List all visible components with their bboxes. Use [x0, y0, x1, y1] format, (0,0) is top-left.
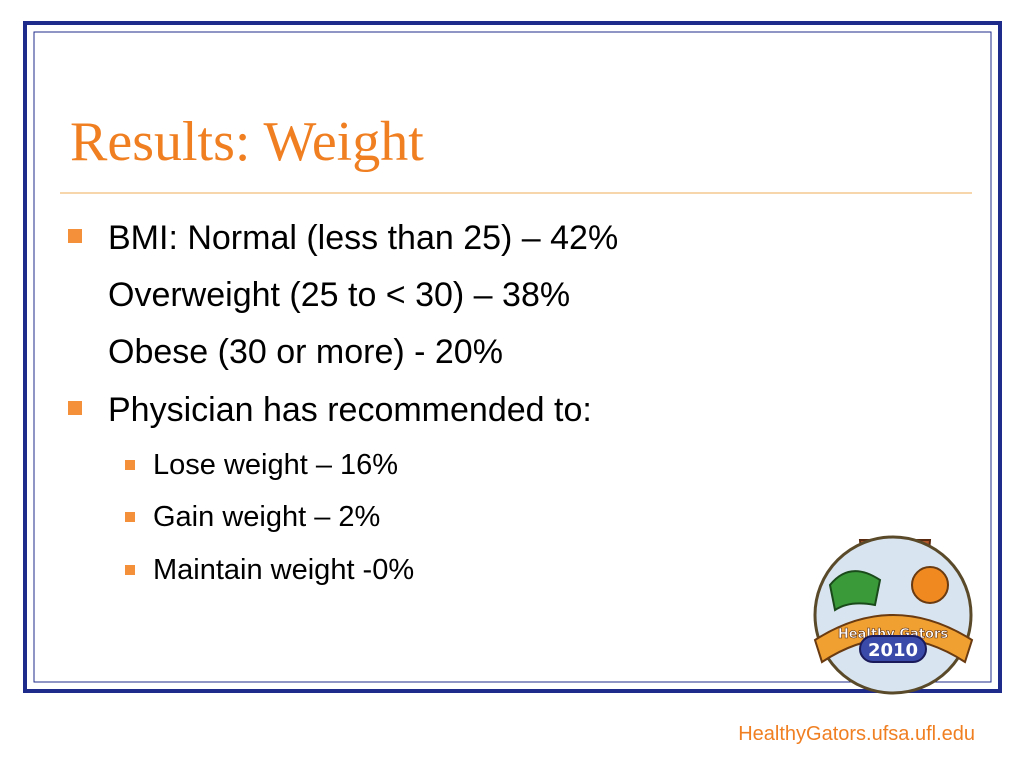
sub-bullet-text: Maintain weight -0%	[153, 554, 414, 586]
slide-title: Results: Weight	[70, 111, 424, 173]
sub-bullet-marker	[125, 512, 135, 522]
sub-bullet-marker	[125, 460, 135, 470]
logo: Healthy Gators 2010	[813, 535, 974, 695]
sub-bullet-text: Gain weight – 2%	[153, 501, 380, 533]
bullet-text: BMI: Normal (less than 25) – 42%	[108, 219, 618, 257]
logo-orange	[911, 566, 949, 604]
logo-year: 2010	[868, 640, 918, 661]
bullet-text: Overweight (25 to < 30) – 38%	[108, 276, 570, 314]
logo-year-plate	[859, 635, 927, 663]
outer-border	[23, 21, 1002, 693]
bullet-text: Physician has recommended to:	[108, 391, 592, 429]
bullet-marker	[68, 401, 82, 415]
sub-bullet-text: Lose weight – 16%	[153, 449, 398, 481]
bullet-text: Obese (30 or more) - 20%	[108, 333, 503, 371]
logo-gator	[828, 570, 882, 612]
inner-border	[33, 31, 992, 683]
bullet-marker	[68, 229, 82, 243]
sub-bullet-marker	[125, 565, 135, 575]
footer: HealthyGators.ufsa.ufl.edu	[738, 723, 975, 745]
